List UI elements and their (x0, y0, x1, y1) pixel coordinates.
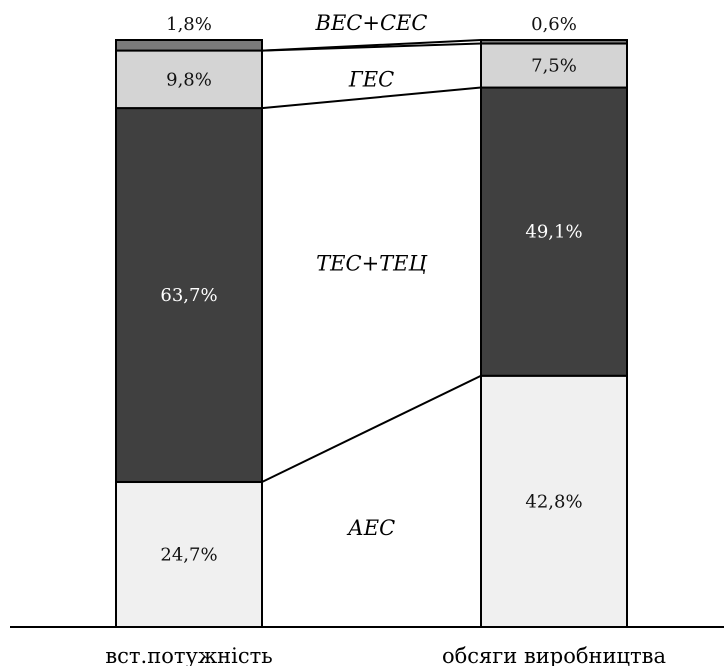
bars-group: 24,7% 63,7% 9,8% 1,8% 42,8% 49,1% 7,5% 0,6% (115, 14, 628, 628)
data-label: 49,1% (525, 222, 582, 243)
bar-segment (480, 374, 628, 628)
category-label: обсяги виробництва (442, 644, 666, 666)
connector-line (261, 39, 482, 52)
data-label: 0,6% (531, 14, 577, 35)
data-label: 1,8% (166, 14, 212, 35)
connector-line (261, 86, 482, 110)
bar-segment (480, 86, 628, 377)
data-label: 63,7% (160, 285, 217, 306)
series-label: ТЕС+ТЕЦ (316, 251, 427, 275)
bar-segment (480, 39, 628, 45)
data-label: 42,8% (525, 491, 582, 512)
series-labels-group: АЕС ТЕС+ТЕЦ ГЕС ВЕС+СЕС (315, 11, 428, 540)
bar-segment (480, 42, 628, 89)
series-label: ВЕС+СЕС (315, 11, 428, 35)
bar-segment (115, 481, 263, 628)
series-label: ГЕС (348, 67, 394, 91)
bar-segment (115, 39, 263, 52)
series-label: АЕС (346, 516, 395, 540)
data-label: 7,5% (531, 56, 577, 77)
category-label: вст.потужність (105, 644, 272, 666)
bar-segment (115, 49, 263, 110)
data-label: 24,7% (160, 545, 217, 566)
connector-lines (261, 39, 482, 483)
category-labels-group: вст.потужність обсяги виробництва (105, 644, 666, 666)
connector-line (261, 374, 482, 483)
data-label: 9,8% (166, 69, 212, 90)
